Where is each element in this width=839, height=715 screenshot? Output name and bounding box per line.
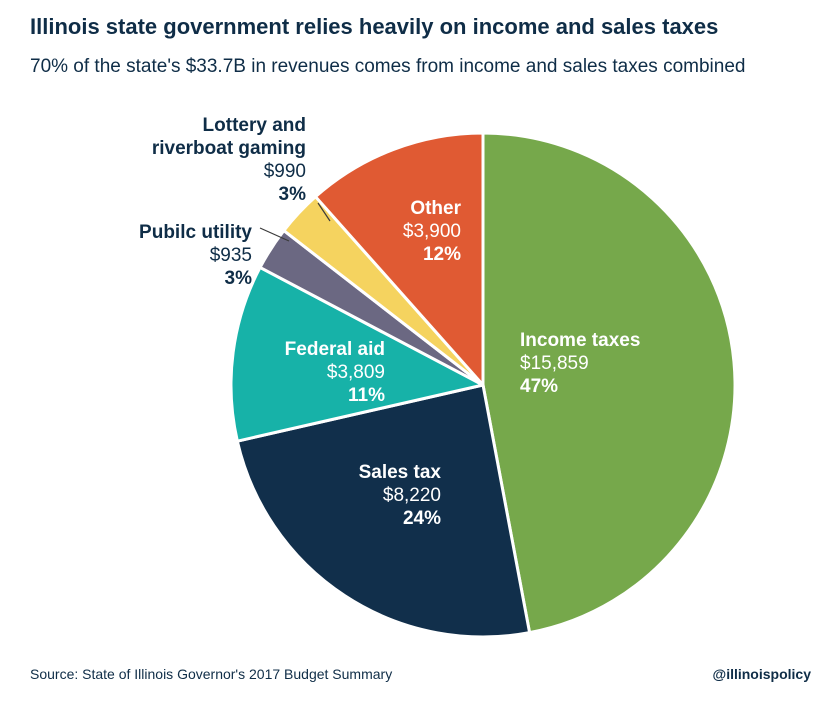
- slice-value-label: $3,900: [403, 221, 461, 242]
- leader-line-lottery-and-riverboat-gaming: [317, 202, 331, 222]
- slice-percent-label: 24%: [403, 508, 441, 529]
- slice-value-label: $8,220: [383, 485, 441, 506]
- slice-name-label: Other: [410, 198, 461, 219]
- slice-percent-label: 47%: [520, 376, 558, 397]
- leader-line-pubilc-utility: [259, 227, 290, 242]
- slice-percent-label: 3%: [279, 184, 307, 205]
- source-note: Source: State of Illinois Governor's 201…: [30, 666, 393, 682]
- slice-name-label: Income taxes: [520, 330, 640, 351]
- slice-name-label: Lottery and: [203, 115, 306, 136]
- slice-percent-label: 11%: [348, 385, 385, 406]
- slice-other: [314, 131, 485, 387]
- slice-name-label: Pubilc utility: [139, 222, 252, 243]
- slice-percent-label: 12%: [423, 244, 461, 265]
- slice-value-label: $3,809: [327, 362, 385, 383]
- social-handle: @illinoispolicy: [712, 666, 811, 682]
- slice-income-taxes: [481, 131, 737, 635]
- slice-name-label: riverboat gaming: [152, 138, 306, 159]
- slice-name-label: Federal aid: [285, 339, 385, 360]
- slice-percent-label: 3%: [225, 268, 253, 289]
- slice-name-label: Sales tax: [359, 462, 442, 483]
- slice-value-label: $15,859: [520, 353, 589, 374]
- chart-subtitle: 70% of the state's $33.7B in revenues co…: [30, 56, 746, 77]
- chart-title: Illinois state government relies heavily…: [30, 14, 719, 39]
- slice-value-label: $990: [264, 161, 306, 182]
- slice-sales-tax: [235, 383, 532, 639]
- slice-federal-aid: [229, 265, 485, 443]
- slice-value-label: $935: [210, 245, 252, 266]
